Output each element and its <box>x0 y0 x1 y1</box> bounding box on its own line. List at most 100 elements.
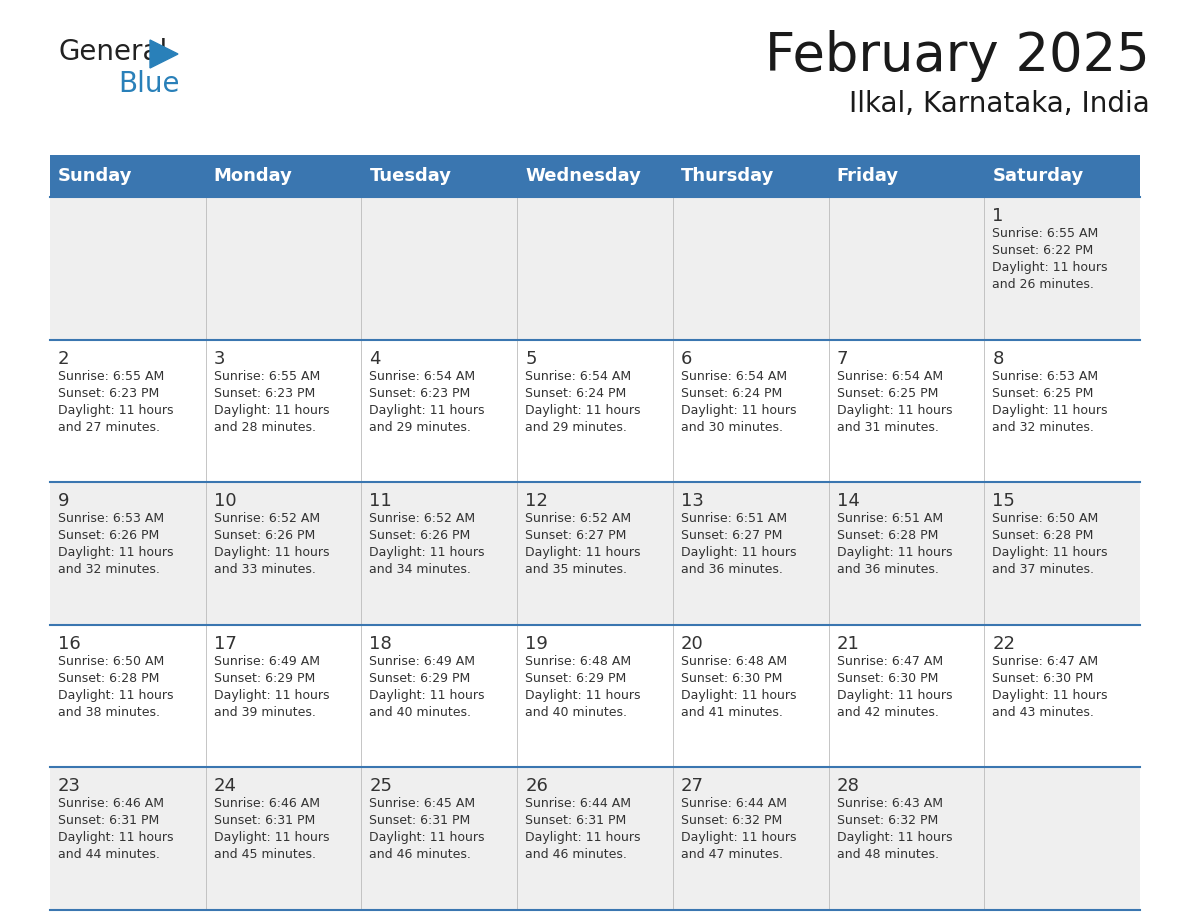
Text: and 42 minutes.: and 42 minutes. <box>836 706 939 719</box>
Text: Sunrise: 6:44 AM: Sunrise: 6:44 AM <box>525 798 631 811</box>
Text: Daylight: 11 hours: Daylight: 11 hours <box>836 688 952 701</box>
Bar <box>50 767 1140 910</box>
Text: 24: 24 <box>214 778 236 795</box>
Text: 4: 4 <box>369 350 381 367</box>
Text: Blue: Blue <box>118 70 179 98</box>
Text: 28: 28 <box>836 778 859 795</box>
Bar <box>50 197 1140 340</box>
Text: 19: 19 <box>525 635 548 653</box>
Text: Wednesday: Wednesday <box>525 167 642 185</box>
Text: Sunrise: 6:51 AM: Sunrise: 6:51 AM <box>681 512 786 525</box>
Text: Sunset: 6:32 PM: Sunset: 6:32 PM <box>681 814 782 827</box>
Text: and 36 minutes.: and 36 minutes. <box>681 564 783 577</box>
Text: Sunrise: 6:53 AM: Sunrise: 6:53 AM <box>58 512 164 525</box>
Text: Sunrise: 6:47 AM: Sunrise: 6:47 AM <box>992 655 1099 667</box>
Text: 5: 5 <box>525 350 537 367</box>
Text: Daylight: 11 hours: Daylight: 11 hours <box>58 546 173 559</box>
Text: 25: 25 <box>369 778 392 795</box>
Bar <box>50 625 1140 767</box>
Text: Sunrise: 6:44 AM: Sunrise: 6:44 AM <box>681 798 786 811</box>
Text: Sunset: 6:28 PM: Sunset: 6:28 PM <box>992 529 1094 543</box>
Text: Sunrise: 6:46 AM: Sunrise: 6:46 AM <box>214 798 320 811</box>
Text: and 32 minutes.: and 32 minutes. <box>992 420 1094 433</box>
Text: 23: 23 <box>58 778 81 795</box>
Text: Sunrise: 6:54 AM: Sunrise: 6:54 AM <box>681 370 786 383</box>
Text: Sunset: 6:26 PM: Sunset: 6:26 PM <box>58 529 159 543</box>
Text: Sunset: 6:23 PM: Sunset: 6:23 PM <box>369 386 470 399</box>
Text: Sunrise: 6:53 AM: Sunrise: 6:53 AM <box>992 370 1099 383</box>
Text: Sunrise: 6:48 AM: Sunrise: 6:48 AM <box>681 655 786 667</box>
Text: Daylight: 11 hours: Daylight: 11 hours <box>369 546 485 559</box>
Text: Daylight: 11 hours: Daylight: 11 hours <box>992 261 1107 274</box>
Text: and 46 minutes.: and 46 minutes. <box>525 848 627 861</box>
Text: Daylight: 11 hours: Daylight: 11 hours <box>992 546 1107 559</box>
Text: and 36 minutes.: and 36 minutes. <box>836 564 939 577</box>
Text: and 37 minutes.: and 37 minutes. <box>992 564 1094 577</box>
Text: Sunset: 6:26 PM: Sunset: 6:26 PM <box>369 529 470 543</box>
Text: and 38 minutes.: and 38 minutes. <box>58 706 160 719</box>
Text: 12: 12 <box>525 492 548 510</box>
Text: Daylight: 11 hours: Daylight: 11 hours <box>369 832 485 845</box>
Text: and 32 minutes.: and 32 minutes. <box>58 564 160 577</box>
Text: and 30 minutes.: and 30 minutes. <box>681 420 783 433</box>
Text: Sunset: 6:29 PM: Sunset: 6:29 PM <box>525 672 626 685</box>
Text: and 43 minutes.: and 43 minutes. <box>992 706 1094 719</box>
Text: Daylight: 11 hours: Daylight: 11 hours <box>214 404 329 417</box>
Text: Sunrise: 6:52 AM: Sunrise: 6:52 AM <box>214 512 320 525</box>
Text: 17: 17 <box>214 635 236 653</box>
Text: General: General <box>58 38 168 66</box>
Text: 7: 7 <box>836 350 848 367</box>
Text: and 48 minutes.: and 48 minutes. <box>836 848 939 861</box>
Text: Sunrise: 6:52 AM: Sunrise: 6:52 AM <box>369 512 475 525</box>
Text: and 31 minutes.: and 31 minutes. <box>836 420 939 433</box>
Text: Sunset: 6:24 PM: Sunset: 6:24 PM <box>525 386 626 399</box>
Text: Daylight: 11 hours: Daylight: 11 hours <box>369 688 485 701</box>
Text: Daylight: 11 hours: Daylight: 11 hours <box>214 832 329 845</box>
Text: and 27 minutes.: and 27 minutes. <box>58 420 160 433</box>
Text: Daylight: 11 hours: Daylight: 11 hours <box>992 688 1107 701</box>
Text: 15: 15 <box>992 492 1016 510</box>
Text: February 2025: February 2025 <box>765 30 1150 82</box>
Text: Sunset: 6:32 PM: Sunset: 6:32 PM <box>836 814 937 827</box>
Text: 6: 6 <box>681 350 693 367</box>
Text: 3: 3 <box>214 350 226 367</box>
Text: Tuesday: Tuesday <box>369 167 451 185</box>
Text: Sunset: 6:25 PM: Sunset: 6:25 PM <box>992 386 1094 399</box>
Text: Sunrise: 6:50 AM: Sunrise: 6:50 AM <box>58 655 164 667</box>
Text: Sunrise: 6:51 AM: Sunrise: 6:51 AM <box>836 512 943 525</box>
Text: Sunset: 6:29 PM: Sunset: 6:29 PM <box>369 672 470 685</box>
Text: 11: 11 <box>369 492 392 510</box>
Text: Daylight: 11 hours: Daylight: 11 hours <box>58 688 173 701</box>
Text: Thursday: Thursday <box>681 167 775 185</box>
Text: and 33 minutes.: and 33 minutes. <box>214 564 316 577</box>
Text: 20: 20 <box>681 635 703 653</box>
Text: and 39 minutes.: and 39 minutes. <box>214 706 316 719</box>
Text: 2: 2 <box>58 350 70 367</box>
Text: Sunset: 6:30 PM: Sunset: 6:30 PM <box>992 672 1094 685</box>
Text: Daylight: 11 hours: Daylight: 11 hours <box>58 832 173 845</box>
Text: Sunset: 6:28 PM: Sunset: 6:28 PM <box>58 672 159 685</box>
Text: Sunset: 6:30 PM: Sunset: 6:30 PM <box>681 672 782 685</box>
Text: Sunset: 6:27 PM: Sunset: 6:27 PM <box>681 529 782 543</box>
Text: Daylight: 11 hours: Daylight: 11 hours <box>214 546 329 559</box>
Text: Sunset: 6:30 PM: Sunset: 6:30 PM <box>836 672 939 685</box>
Text: Monday: Monday <box>214 167 292 185</box>
Text: Sunset: 6:25 PM: Sunset: 6:25 PM <box>836 386 939 399</box>
Text: Daylight: 11 hours: Daylight: 11 hours <box>525 546 640 559</box>
Text: Sunrise: 6:43 AM: Sunrise: 6:43 AM <box>836 798 942 811</box>
Text: and 26 minutes.: and 26 minutes. <box>992 278 1094 291</box>
Text: and 41 minutes.: and 41 minutes. <box>681 706 783 719</box>
Text: Daylight: 11 hours: Daylight: 11 hours <box>836 546 952 559</box>
Text: Sunset: 6:27 PM: Sunset: 6:27 PM <box>525 529 626 543</box>
Text: Sunrise: 6:48 AM: Sunrise: 6:48 AM <box>525 655 631 667</box>
Text: 16: 16 <box>58 635 81 653</box>
Text: Daylight: 11 hours: Daylight: 11 hours <box>681 688 796 701</box>
Text: Saturday: Saturday <box>992 167 1083 185</box>
Text: 10: 10 <box>214 492 236 510</box>
Text: Sunset: 6:31 PM: Sunset: 6:31 PM <box>58 814 159 827</box>
Text: Sunset: 6:26 PM: Sunset: 6:26 PM <box>214 529 315 543</box>
Text: Daylight: 11 hours: Daylight: 11 hours <box>681 546 796 559</box>
Text: Sunset: 6:29 PM: Sunset: 6:29 PM <box>214 672 315 685</box>
Text: Sunrise: 6:52 AM: Sunrise: 6:52 AM <box>525 512 631 525</box>
Text: Daylight: 11 hours: Daylight: 11 hours <box>681 832 796 845</box>
